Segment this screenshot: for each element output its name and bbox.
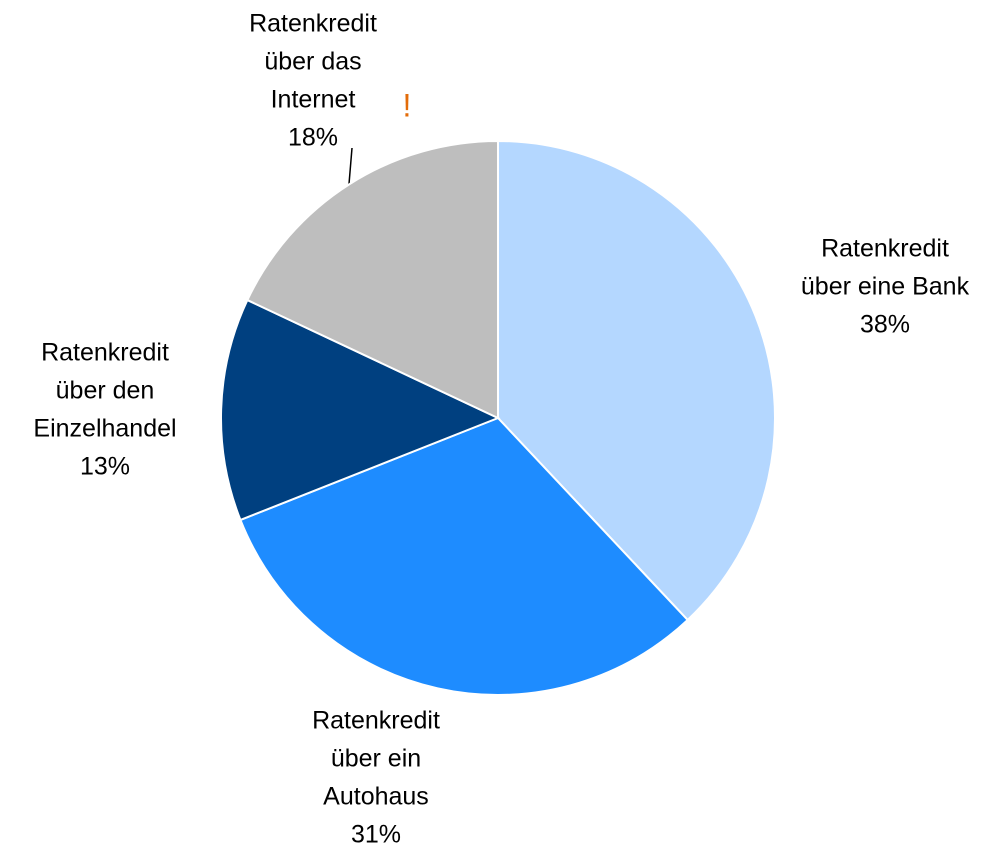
leader-line [348,147,353,185]
slice-label: Ratenkredit [312,707,440,735]
value-label: 18% [288,124,338,152]
slice-label: über das [264,48,361,76]
value-label: 13% [80,453,130,481]
slice-label: über eine Bank [801,273,970,301]
pie-slice [497,139,776,622]
slice-label: über ein [331,745,421,773]
value-label: 38% [860,311,910,339]
slice-label: Internet [271,86,356,114]
slice-label: Ratenkredit [249,10,377,38]
slice-label: Ratenkredit [821,235,949,263]
pie-slice [220,298,501,522]
slice-label: Autohaus [323,783,429,811]
pie-slice [246,139,499,420]
value-label: 31% [351,821,401,849]
pie-slice [239,416,690,696]
slice-label: Ratenkredit [41,339,169,367]
annotation: ! [403,87,412,123]
slice-label: Einzelhandel [33,415,176,443]
slice-label: über den [56,377,155,405]
